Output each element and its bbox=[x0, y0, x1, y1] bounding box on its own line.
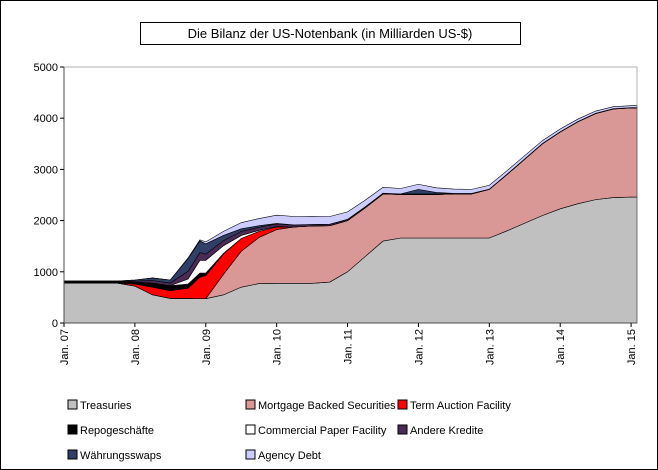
y-tick-label: 5000 bbox=[34, 62, 58, 74]
legend-label: Term Auction Facility bbox=[410, 400, 511, 412]
y-tick-label: 4000 bbox=[34, 113, 58, 125]
x-tick-label: Jan. 10 bbox=[272, 329, 284, 365]
plot-border bbox=[63, 66, 638, 324]
legend-label: Mortgage Backed Securities bbox=[258, 400, 396, 412]
legend-label: Treasuries bbox=[80, 400, 132, 412]
x-tick-label: Jan. 13 bbox=[484, 329, 496, 365]
legend-swatch bbox=[67, 399, 78, 410]
legend-label: Repogeschäfte bbox=[80, 425, 154, 437]
x-tick-label: Jan. 12 bbox=[413, 329, 425, 365]
title-box bbox=[140, 22, 521, 45]
x-tick-label: Jan. 07 bbox=[59, 329, 71, 365]
legend-swatch bbox=[397, 424, 408, 435]
x-tick-label: Jan. 09 bbox=[201, 329, 213, 365]
legend-label: Agency Debt bbox=[258, 450, 321, 462]
y-tick-label: 1000 bbox=[34, 267, 58, 279]
legend-label: Währungsswaps bbox=[80, 450, 162, 462]
legend-swatch bbox=[245, 399, 256, 410]
legend-swatch bbox=[67, 424, 78, 435]
legend-label: Commercial Paper Facility bbox=[258, 425, 387, 437]
legend-swatch bbox=[67, 449, 78, 460]
x-tick-label: Jan. 15 bbox=[626, 329, 638, 365]
x-tick-label: Jan. 11 bbox=[343, 329, 355, 364]
x-tick-label: Jan. 14 bbox=[555, 329, 567, 365]
legend-label: Andere Kredite bbox=[410, 425, 483, 437]
legend-swatch bbox=[397, 399, 408, 410]
y-tick-label: 2000 bbox=[34, 216, 58, 228]
chart-title: Die Bilanz der US-Notenbank (in Milliard… bbox=[188, 26, 473, 41]
x-tick-label: Jan. 08 bbox=[130, 329, 142, 365]
legend-swatch bbox=[245, 449, 256, 460]
y-tick-label: 0 bbox=[52, 318, 58, 330]
legend-swatch bbox=[245, 424, 256, 435]
y-tick-label: 3000 bbox=[34, 164, 58, 176]
